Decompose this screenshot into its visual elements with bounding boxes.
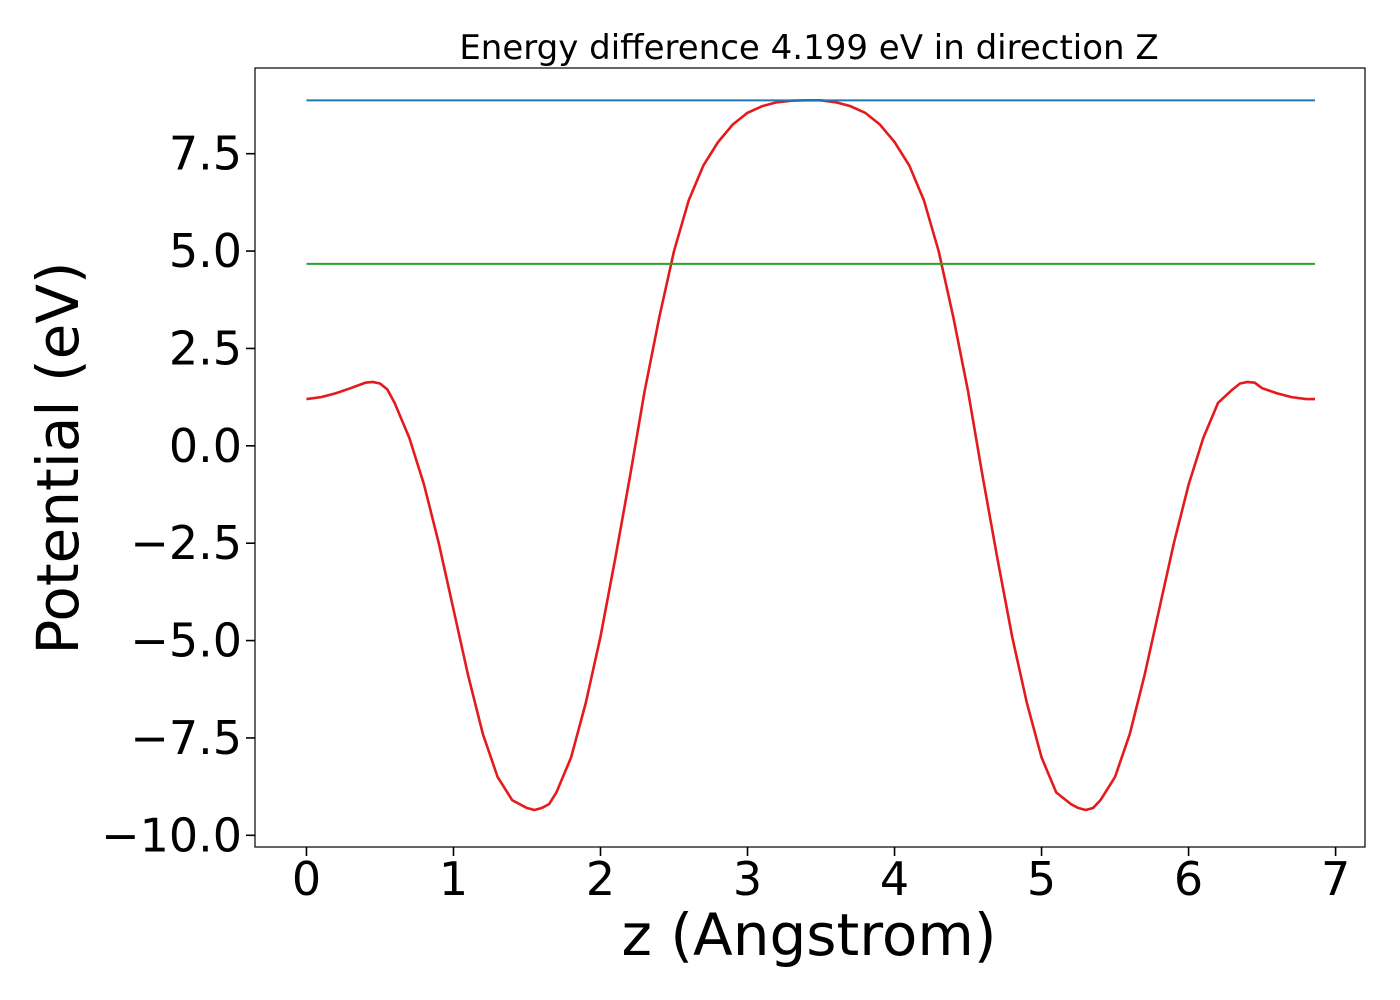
chart-title: Energy difference 4.199 eV in direction … bbox=[459, 28, 1158, 68]
x-tick-label: 4 bbox=[880, 852, 909, 906]
axes-frame bbox=[254, 67, 1366, 848]
y-axis-label: Potential (eV) bbox=[24, 261, 92, 654]
x-tick-label: 7 bbox=[1321, 852, 1350, 906]
x-tick-label: 2 bbox=[586, 852, 615, 906]
x-tick-label: 5 bbox=[1027, 852, 1056, 906]
y-axis: 7.5 5.0 2.5 0.0 −2.5 −5.0 −7.5 −10.0 bbox=[101, 127, 255, 862]
y-tick-label: −5.0 bbox=[130, 614, 242, 668]
y-tick-label: 2.5 bbox=[169, 321, 242, 375]
plot-area bbox=[306, 99, 1316, 812]
y-tick-label: −10.0 bbox=[101, 808, 242, 862]
x-axis: 0 1 2 3 4 5 6 7 bbox=[292, 847, 1350, 906]
y-tick-label: −7.5 bbox=[130, 711, 242, 765]
series-line-potential-curve bbox=[306, 99, 1316, 812]
y-tick-label: 5.0 bbox=[169, 224, 242, 278]
y-tick-label: 0.0 bbox=[169, 419, 242, 473]
x-tick-label: 0 bbox=[292, 852, 321, 906]
y-tick-label: 7.5 bbox=[169, 127, 242, 181]
y-tick-label: −2.5 bbox=[130, 516, 242, 570]
x-tick-label: 1 bbox=[439, 852, 468, 906]
x-tick-label: 6 bbox=[1174, 852, 1203, 906]
x-axis-label: z (Angstrom) bbox=[622, 901, 997, 969]
x-tick-label: 3 bbox=[733, 852, 762, 906]
